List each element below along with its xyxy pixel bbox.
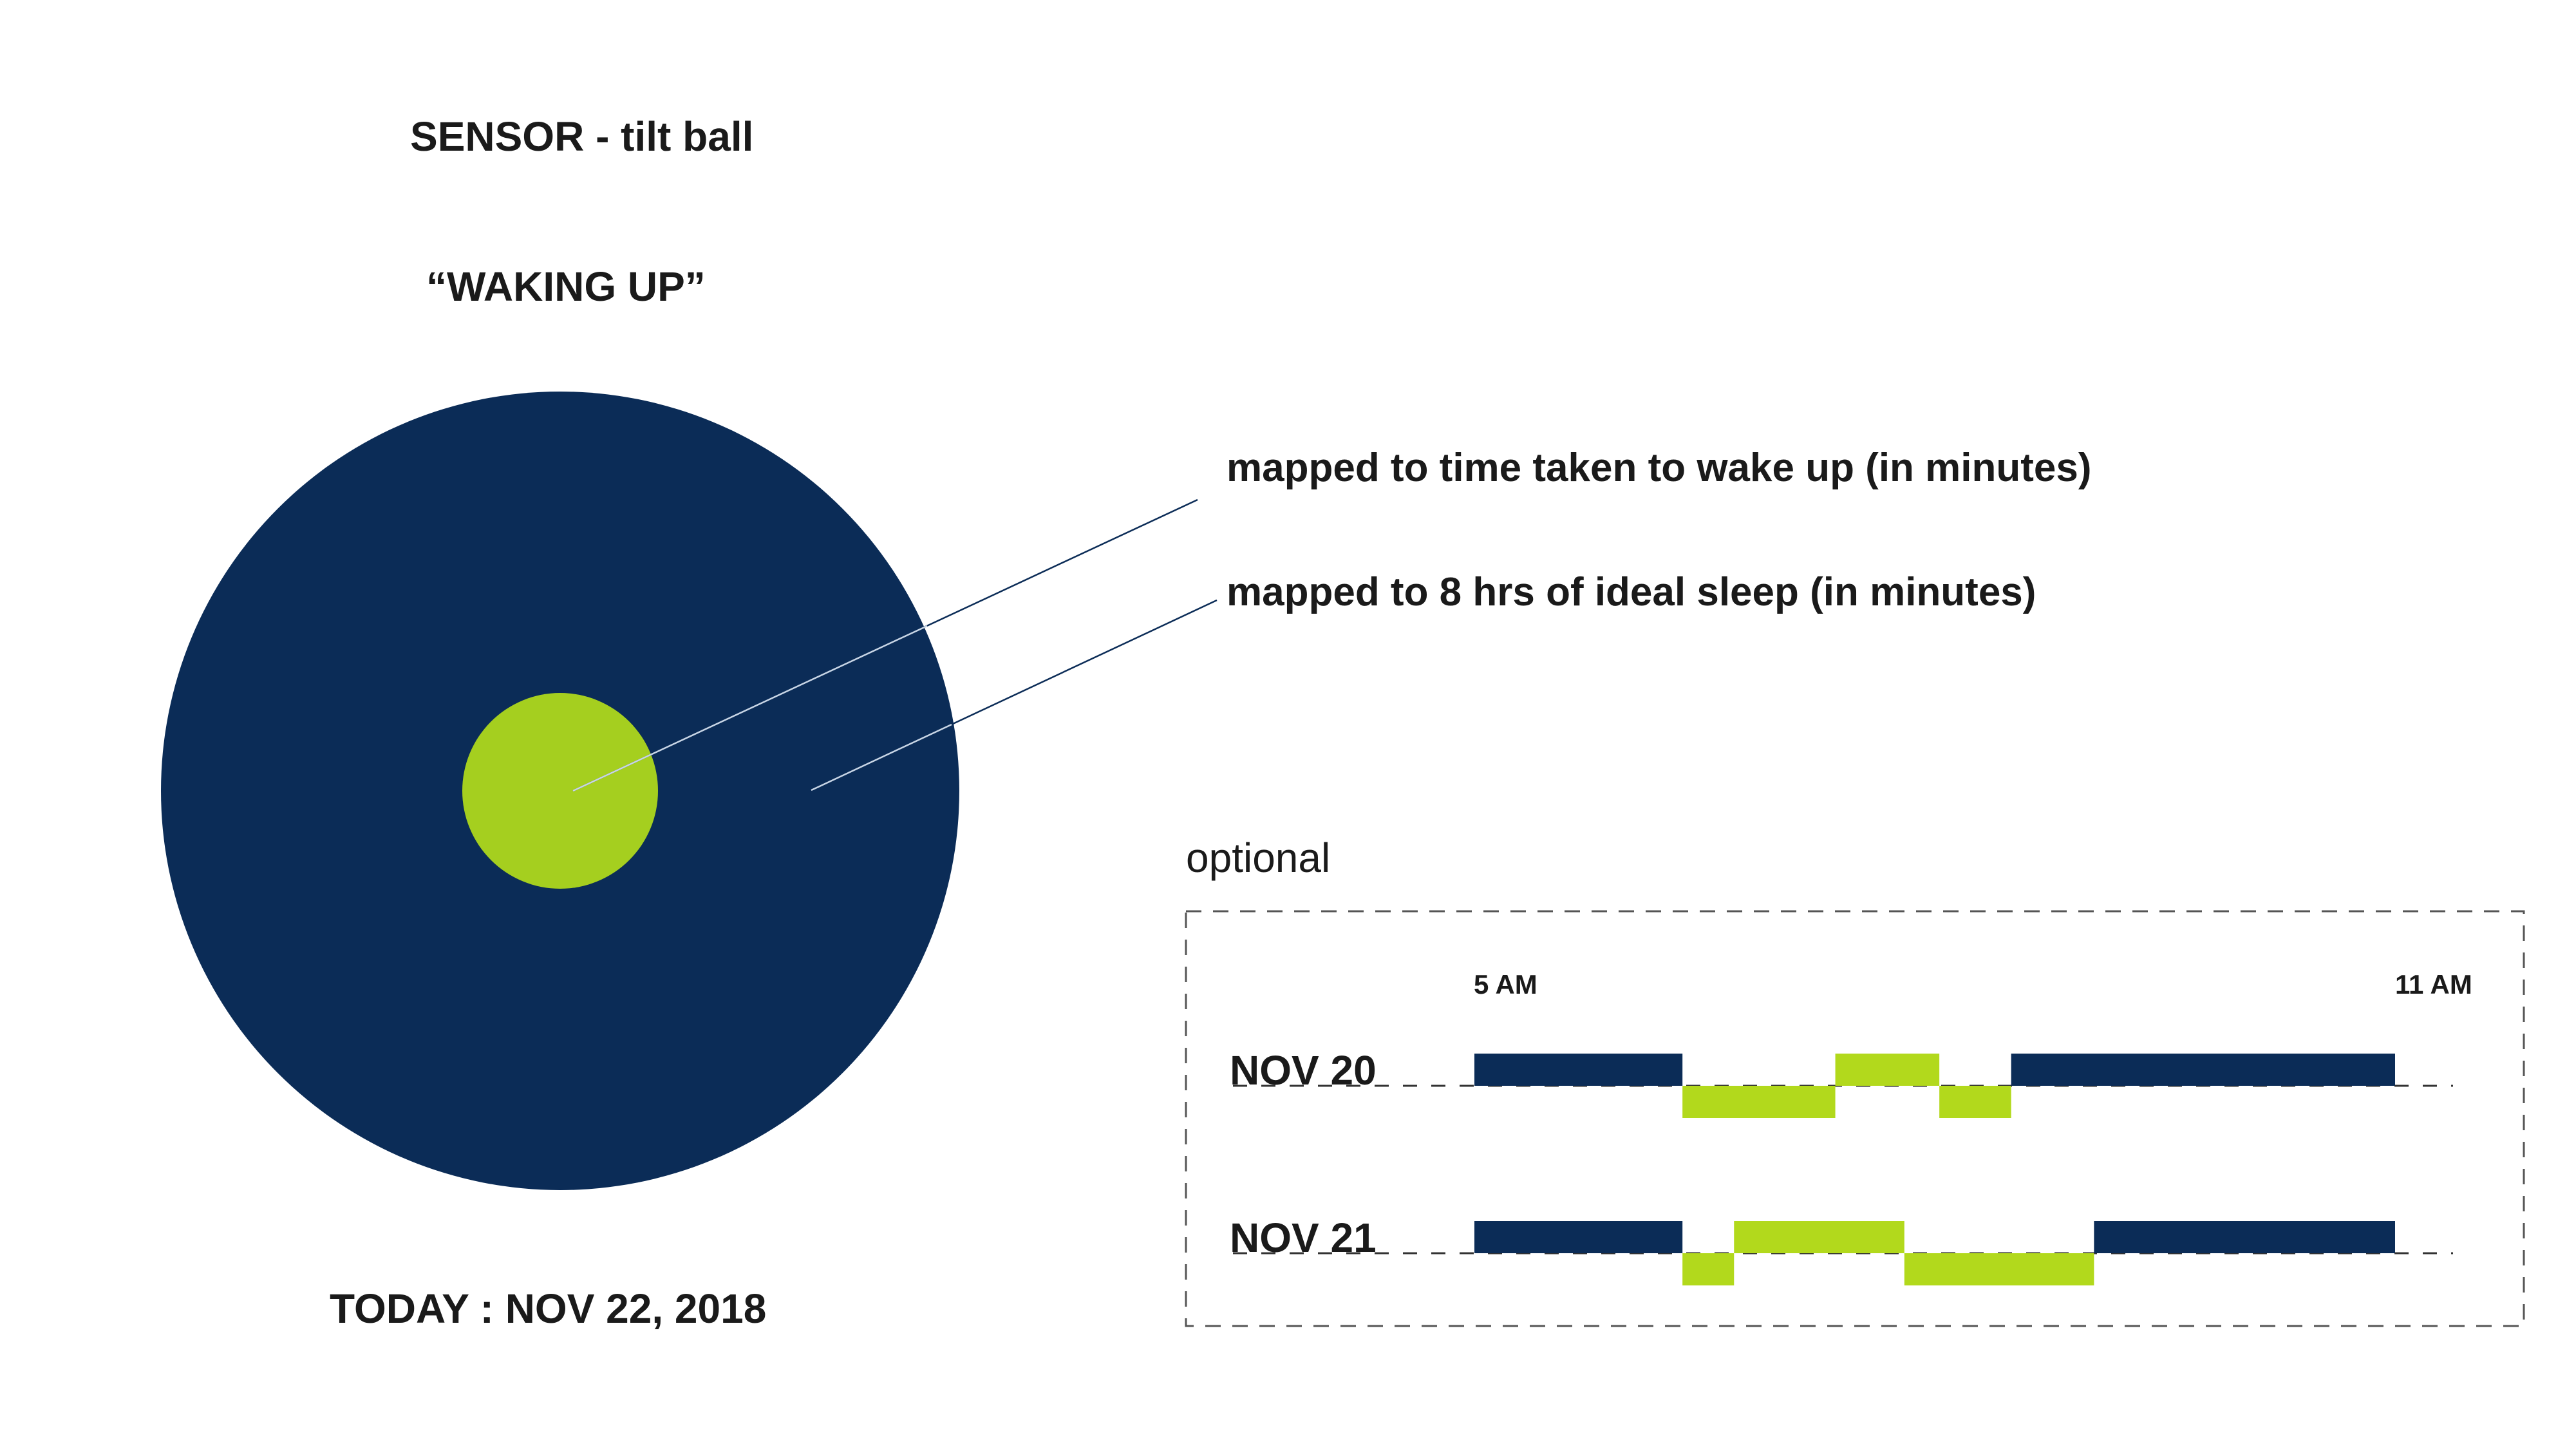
day-label-nov20: NOV 20 [1230, 1047, 1377, 1094]
timeline-segment-sleep [1474, 1221, 1683, 1253]
timeline-segment-sleep-light [1734, 1221, 1904, 1253]
legend-wake-time: mapped to time taken to wake up (in minu… [1227, 446, 2092, 490]
legend-ideal-sleep: mapped to 8 hrs of ideal sleep (in minut… [1227, 570, 2036, 614]
axis-start-label: 5 AM [1474, 969, 1537, 999]
axis-end-label: 11 AM [2395, 969, 2472, 999]
timeline-bars [1474, 1054, 2395, 1285]
state-label: “WAKING UP” [426, 263, 706, 310]
optional-title: optional [1186, 835, 1331, 881]
timeline-segment-sleep [2094, 1221, 2395, 1253]
today-label: TODAY : NOV 22, 2018 [330, 1285, 767, 1332]
timeline-segment-sleep-light [1835, 1054, 1940, 1086]
timeline-segment-awake [1682, 1086, 1836, 1118]
timeline-segment-awake [1904, 1253, 2094, 1285]
timeline-segment-sleep [1474, 1054, 1683, 1086]
leader-line-sleep-overlay [811, 723, 952, 791]
sensor-title: SENSOR - tilt ball [410, 113, 754, 160]
optional-panel-box [1185, 910, 2525, 1327]
timeline-segment-awake [1682, 1253, 1735, 1285]
leader-line-wake-overlay [572, 625, 928, 792]
timeline-segment-sleep [2011, 1054, 2395, 1086]
inner-wake-circle [462, 693, 658, 889]
day-label-nov21: NOV 21 [1230, 1215, 1377, 1261]
timeline-segment-awake [1939, 1086, 2011, 1118]
